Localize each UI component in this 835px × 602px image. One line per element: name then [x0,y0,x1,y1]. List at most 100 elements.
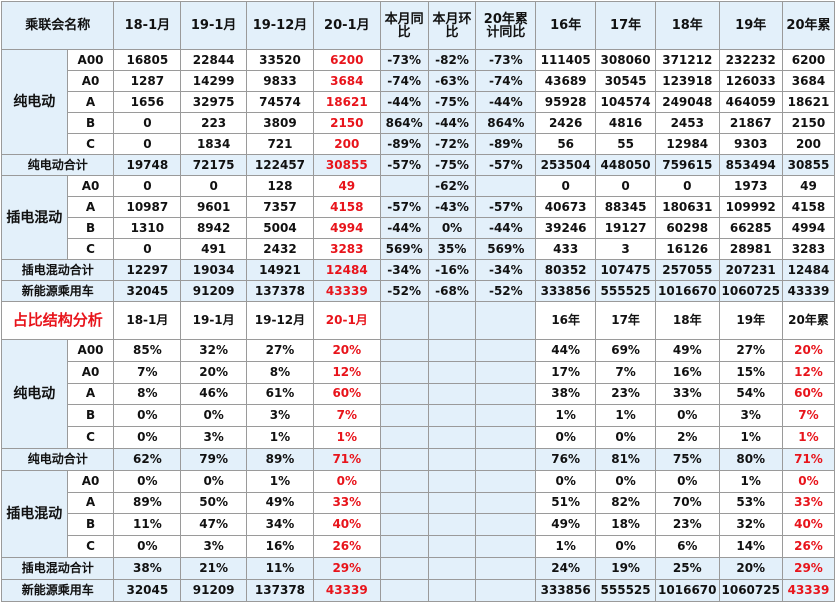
data-cell: 180631 [655,196,720,218]
header-row-bottom: 占比结构分析 18-1月 19-1月 19-12月 20-1月 16年 17年 18年 19年 2… [0,301,835,340]
header-cell: 19-12月 [246,301,314,340]
data-cell: -89% [475,133,537,155]
data-cell: 448050 [595,154,657,176]
segment-label: B [66,112,115,134]
data-cell: 33520 [246,49,314,71]
empty-cell [427,339,477,362]
empty-cell [427,301,477,340]
data-cell: 44% [535,339,597,362]
empty-cell [379,469,429,493]
data-cell: 89% [246,447,314,471]
empty-cell [427,360,477,384]
data-cell: -57% [475,154,537,176]
empty-cell [475,447,537,471]
data-cell: 16126 [655,238,720,260]
empty-cell [475,535,537,558]
data-cell: 18% [595,513,657,537]
data-cell: 33% [655,382,720,406]
data-cell: 0% [113,404,182,428]
data-cell: 0% [180,404,248,428]
data-cell: -44% [475,91,537,113]
data-cell: 223 [180,112,248,134]
segment-label: B [66,217,115,239]
data-cell: 3 [595,238,657,260]
data-cell: 104574 [595,91,657,113]
empty-cell [379,556,429,580]
data-cell: -52% [475,280,537,302]
data-cell: 853494 [718,154,783,176]
total-label: 插电混动合计 [0,259,115,281]
data-cell: 207231 [718,259,783,281]
empty-cell [379,578,429,602]
data-cell: 0 [113,133,182,155]
data-cell: 33% [312,491,381,515]
data-cell: 62% [113,447,182,471]
data-cell: 81% [595,447,657,471]
data-cell: 8942 [180,217,248,239]
data-cell: 29% [781,556,835,580]
data-cell: 0% [781,469,835,493]
total-label: 纯电动合计 [0,447,115,471]
data-cell: 1310 [113,217,182,239]
data-cell: 30855 [781,154,835,176]
data-cell [475,175,537,197]
table-row: B 11% 47% 34% 40% 49% 18% 23% 32% 40% [2,513,835,537]
data-cell: 21867 [718,112,783,134]
data-cell: -57% [379,154,429,176]
table-row: C 0% 3% 1% 1% 0% 0% 2% 1% 1% [2,426,835,449]
data-cell: 32045 [113,578,182,602]
data-cell: 0% [427,217,477,239]
data-cell: 137378 [246,578,314,602]
data-cell: 128 [246,175,314,197]
data-cell: 4994 [312,217,381,239]
data-cell: 371212 [655,49,720,71]
data-cell: 0% [595,469,657,493]
data-cell: 24% [535,556,597,580]
data-cell: 15% [718,360,783,384]
data-cell: 0% [655,469,720,493]
table-row: C 0 491 2432 3283 569% 35% 569% 433 3 16126 28981 32… [2,238,835,260]
empty-cell [427,447,477,471]
data-cell: -34% [379,259,429,281]
data-cell: 0 [180,175,248,197]
data-cell: 257055 [655,259,720,281]
segment-label: B [66,404,115,428]
data-cell: 1% [718,426,783,449]
header-cell: 18-1月 [113,1,182,50]
data-cell: 28981 [718,238,783,260]
data-cell: -75% [427,91,477,113]
header-cell: 乘联会名称 [0,1,115,50]
data-cell: 35% [427,238,477,260]
data-cell: 12297 [113,259,182,281]
data-cell: 1% [595,404,657,428]
data-cell: 17% [535,360,597,384]
table-row: A0 7% 20% 8% 12% 17% 7% 16% 15% 12% [2,360,835,384]
table-row: B 1310 8942 5004 4994 -44% 0% -44% 39246 19127 602… [2,217,835,239]
data-cell: 333856 [535,578,597,602]
data-cell: 0% [113,469,182,493]
header-cell: 18年 [655,301,720,340]
data-cell: 491 [180,238,248,260]
data-cell: 66285 [718,217,783,239]
data-cell: -44% [379,91,429,113]
data-cell: -72% [427,133,477,155]
segment-label: A [66,382,115,406]
table-row: C 0% 3% 16% 26% 1% 0% 6% 14% 26% [2,535,835,558]
segment-label: A00 [66,49,115,71]
data-cell: 55 [595,133,657,155]
segment-label: A [66,91,115,113]
header-row-top: 乘联会名称 18-1月 19-1月 19-12月 20-1月 本月同比 本月环比… [0,1,835,50]
header-cell: 17年 [595,1,657,50]
data-cell [379,175,429,197]
data-cell: 51% [535,491,597,515]
table-row: 新能源乘用车 32045 91209 137378 43339 -52% -68% -52% 3… [0,280,835,302]
data-cell: 43339 [312,280,381,302]
data-cell: 49 [781,175,835,197]
empty-cell [379,301,429,340]
data-cell: 80% [718,447,783,471]
segment-label: A [66,491,115,515]
data-cell: 3809 [246,112,314,134]
data-cell: 8% [113,382,182,406]
empty-cell [427,535,477,558]
empty-cell [427,513,477,537]
